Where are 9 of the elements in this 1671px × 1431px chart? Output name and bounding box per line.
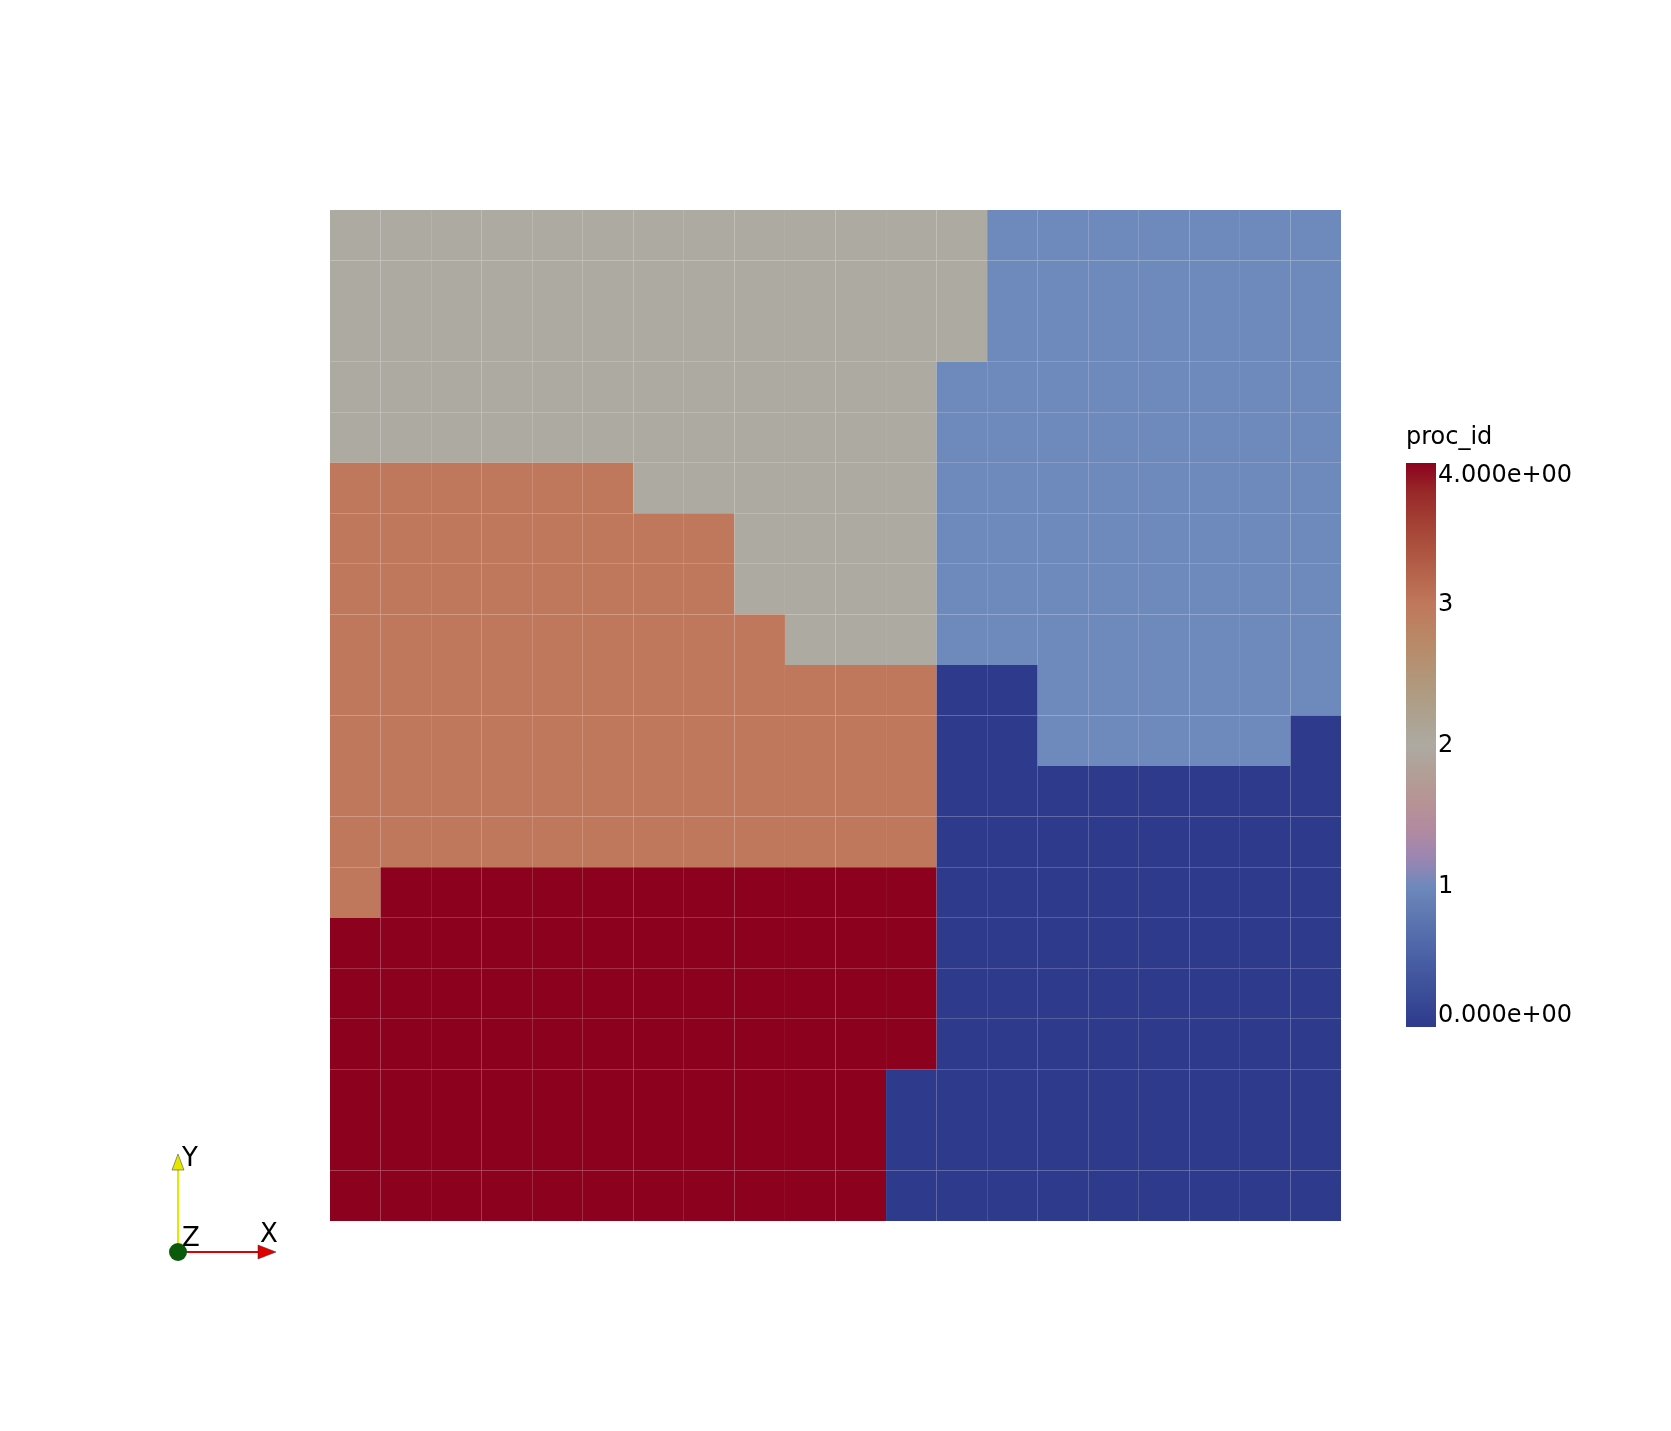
color-bar-title: proc_id bbox=[1406, 422, 1493, 450]
text: X bbox=[260, 1218, 278, 1248]
text: Y bbox=[181, 1142, 198, 1172]
color-bar-label: 1 bbox=[1438, 871, 1454, 899]
color-bar-label: 2 bbox=[1438, 730, 1454, 758]
color-bar-label: 3 bbox=[1438, 589, 1454, 617]
text: Z bbox=[182, 1222, 200, 1252]
color-bar-label: 0.000e+00 bbox=[1438, 1000, 1573, 1028]
color-bar-label: 4.000e+00 bbox=[1438, 460, 1573, 488]
